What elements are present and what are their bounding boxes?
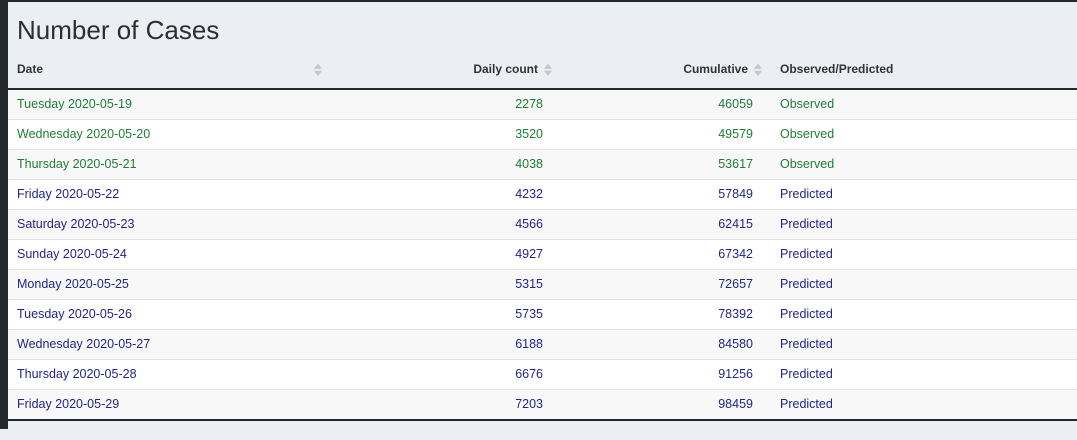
cell-cumulative: 78392 [558,300,768,330]
column-header-label: Cumulative [683,62,748,76]
cell-cumulative: 98459 [558,390,768,421]
footer-strip [8,421,1077,440]
cell-cumulative: 84580 [558,330,768,360]
cell-cumulative: 67342 [558,240,768,270]
cases-table: Date Daily count Cumulative Observed/Pre… [8,52,1077,421]
cell-status: Predicted [768,360,1077,390]
table-header: Date Daily count Cumulative Observed/Pre… [8,52,1077,89]
table-row: Friday 2020-05-29 7203 98459 Predicted [8,390,1077,421]
cell-cumulative: 53617 [558,150,768,180]
column-header-cumulative[interactable]: Cumulative [558,52,768,89]
cell-date: Tuesday 2020-05-19 [8,89,328,120]
cell-daily-count: 5315 [328,270,558,300]
column-header-label: Date [17,62,43,76]
table-header-row: Date Daily count Cumulative Observed/Pre… [8,52,1077,89]
cell-date: Monday 2020-05-25 [8,270,328,300]
content-panel: Number of Cases Date Daily count Cumulat… [8,0,1077,440]
cell-date: Wednesday 2020-05-20 [8,120,328,150]
sort-down-icon [314,71,322,76]
cell-daily-count: 7203 [328,390,558,421]
column-header-observed-predicted: Observed/Predicted [768,52,1077,89]
cell-status: Predicted [768,240,1077,270]
sort-down-icon [754,71,762,76]
cell-cumulative: 49579 [558,120,768,150]
column-header-label: Observed/Predicted [780,62,893,76]
column-header-label: Daily count [473,62,538,76]
table-row: Sunday 2020-05-24 4927 67342 Predicted [8,240,1077,270]
cell-daily-count: 4038 [328,150,558,180]
sort-up-icon [544,64,552,69]
cell-cumulative: 91256 [558,360,768,390]
cell-cumulative: 72657 [558,270,768,300]
table-row: Monday 2020-05-25 5315 72657 Predicted [8,270,1077,300]
cell-daily-count: 5735 [328,300,558,330]
cell-date: Friday 2020-05-29 [8,390,328,421]
cell-date: Thursday 2020-05-21 [8,150,328,180]
table-body: Tuesday 2020-05-19 2278 46059 Observed W… [8,89,1077,420]
table-row: Tuesday 2020-05-19 2278 46059 Observed [8,89,1077,120]
cell-date: Sunday 2020-05-24 [8,240,328,270]
sort-down-icon [544,71,552,76]
cell-status: Predicted [768,300,1077,330]
cell-cumulative: 57849 [558,180,768,210]
table-row: Wednesday 2020-05-27 6188 84580 Predicte… [8,330,1077,360]
table-row: Wednesday 2020-05-20 3520 49579 Observed [8,120,1077,150]
page-title: Number of Cases [8,2,1077,52]
cell-daily-count: 4566 [328,210,558,240]
cell-date: Tuesday 2020-05-26 [8,300,328,330]
cell-date: Thursday 2020-05-28 [8,360,328,390]
cell-status: Predicted [768,390,1077,421]
app-root: Number of Cases Date Daily count Cumulat… [0,0,1077,440]
cell-cumulative: 46059 [558,89,768,120]
cell-status: Predicted [768,270,1077,300]
sort-arrows-icon [314,64,322,76]
cell-status: Predicted [768,210,1077,240]
table-row: Saturday 2020-05-23 4566 62415 Predicted [8,210,1077,240]
cell-date: Saturday 2020-05-23 [8,210,328,240]
cell-daily-count: 4927 [328,240,558,270]
cell-daily-count: 4232 [328,180,558,210]
sort-arrows-icon [754,64,762,76]
cell-daily-count: 3520 [328,120,558,150]
table-row: Friday 2020-05-22 4232 57849 Predicted [8,180,1077,210]
top-border-line [0,0,1077,2]
cell-date: Friday 2020-05-22 [8,180,328,210]
cell-date: Wednesday 2020-05-27 [8,330,328,360]
cell-daily-count: 6676 [328,360,558,390]
sort-up-icon [314,64,322,69]
cell-status: Observed [768,89,1077,120]
cell-daily-count: 6188 [328,330,558,360]
cell-status: Observed [768,150,1077,180]
table-row: Tuesday 2020-05-26 5735 78392 Predicted [8,300,1077,330]
table-row: Thursday 2020-05-21 4038 53617 Observed [8,150,1077,180]
cell-daily-count: 2278 [328,89,558,120]
column-header-daily-count[interactable]: Daily count [328,52,558,89]
column-header-date[interactable]: Date [8,52,328,89]
sort-up-icon [754,64,762,69]
cell-status: Observed [768,120,1077,150]
cell-cumulative: 62415 [558,210,768,240]
table-row: Thursday 2020-05-28 6676 91256 Predicted [8,360,1077,390]
cell-status: Predicted [768,180,1077,210]
sort-arrows-icon [544,64,552,76]
cell-status: Predicted [768,330,1077,360]
left-accent-bar [0,0,8,429]
